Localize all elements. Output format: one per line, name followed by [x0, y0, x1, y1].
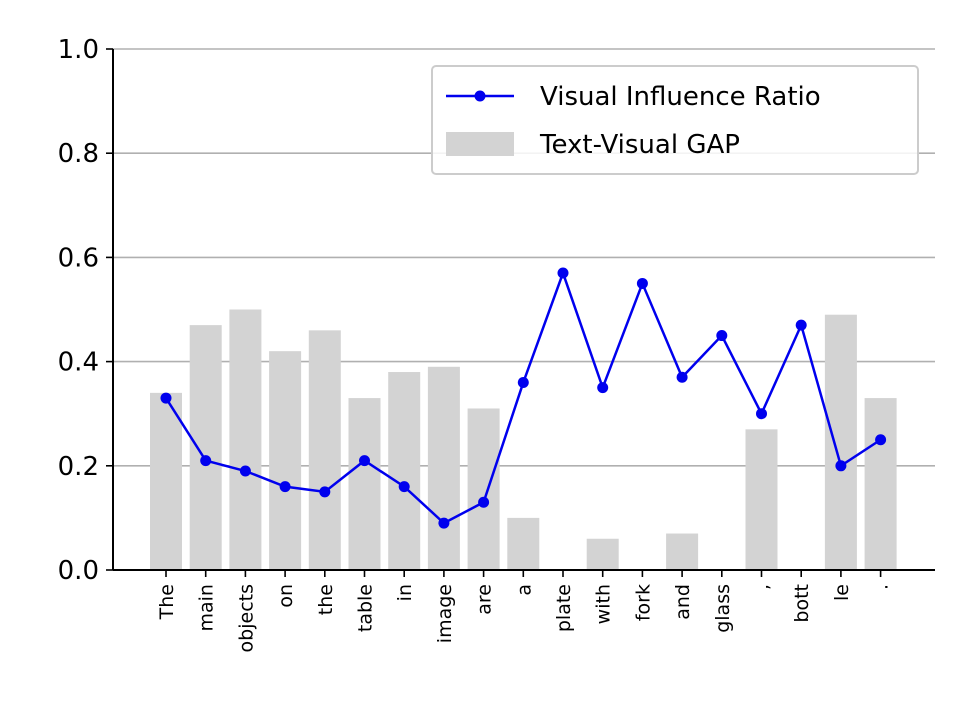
- visual-influence-line: [160, 267, 887, 529]
- visual-influence-point: [875, 434, 887, 446]
- visual-influence-point: [438, 517, 450, 529]
- x-tick-label: are: [474, 584, 496, 615]
- gap-bar: [308, 330, 341, 570]
- visual-influence-point: [478, 496, 490, 508]
- x-tick-label: with: [593, 584, 615, 624]
- x-tick-label: bott: [791, 584, 813, 623]
- x-tick-label: on: [275, 584, 297, 608]
- y-tick-label: 0.0: [58, 556, 99, 586]
- gap-bar: [348, 398, 381, 570]
- visual-influence-point: [835, 460, 847, 472]
- visual-influence-point: [319, 486, 331, 498]
- gap-bar: [467, 408, 500, 570]
- gap-bar: [824, 314, 857, 570]
- x-tick-label: The: [156, 584, 178, 620]
- visual-influence-point: [398, 481, 410, 493]
- x-tick-label: the: [315, 584, 337, 615]
- legend-bar-swatch: [446, 132, 514, 156]
- x-tick-label: objects: [235, 584, 257, 652]
- gap-bar: [507, 517, 540, 570]
- gap-bar: [189, 325, 222, 570]
- visual-influence-point: [160, 392, 172, 404]
- visual-influence-point: [676, 371, 688, 383]
- x-tick-label: fork: [632, 584, 654, 621]
- gap-bar: [388, 372, 421, 570]
- y-tick-label: 1.0: [58, 35, 99, 65]
- x-tick-label: .: [871, 584, 893, 590]
- legend: Visual Influence Ratio Text-Visual GAP: [431, 65, 919, 175]
- y-tick-label: 0.6: [58, 243, 99, 273]
- gap-bars: [150, 309, 897, 570]
- x-tick-label: plate: [553, 584, 575, 632]
- gap-bar: [586, 538, 619, 570]
- gap-bar: [745, 429, 778, 570]
- x-tick-label: image: [434, 584, 456, 643]
- visual-influence-point: [517, 376, 529, 388]
- visual-influence-point: [200, 455, 212, 467]
- x-tick-label: a: [513, 584, 535, 596]
- visual-influence-point: [795, 319, 807, 331]
- visual-influence-point: [597, 382, 609, 394]
- visual-influence-point: [359, 455, 370, 467]
- legend-label-text-visual-gap: Text-Visual GAP: [539, 130, 740, 160]
- y-tick-label: 0.8: [58, 139, 99, 169]
- gap-bar: [666, 533, 699, 570]
- legend-line-marker: [474, 90, 486, 102]
- x-tick-label: and: [672, 584, 694, 620]
- y-tick-label: 0.4: [58, 348, 99, 378]
- x-tick-label: table: [355, 584, 377, 632]
- x-tick-label: in: [394, 584, 416, 601]
- legend-box: [431, 65, 919, 175]
- visual-influence-point: [557, 267, 569, 279]
- gap-bar: [269, 351, 302, 570]
- x-tick-label: glass: [712, 584, 734, 633]
- gap-bar: [427, 366, 460, 570]
- x-tick-label: le: [831, 584, 853, 601]
- x-tick-label: ,: [752, 584, 774, 590]
- x-tick-label: main: [196, 584, 218, 631]
- gap-bar: [150, 392, 182, 570]
- y-tick-label: 0.2: [58, 452, 99, 482]
- legend-label-visual-influence: Visual Influence Ratio: [540, 82, 821, 112]
- gap-bar: [864, 398, 897, 570]
- visual-influence-point: [716, 330, 728, 342]
- gap-bar: [229, 309, 262, 570]
- x-ticks: The main objects on the table in image are a plate…: [156, 570, 893, 652]
- y-ticks: 0.0 0.2 0.4 0.6 0.8 1.0: [58, 35, 113, 586]
- visual-influence-point: [279, 481, 291, 493]
- visual-influence-point: [756, 408, 767, 420]
- visual-influence-point: [239, 465, 251, 477]
- visual-influence-point: [636, 277, 648, 289]
